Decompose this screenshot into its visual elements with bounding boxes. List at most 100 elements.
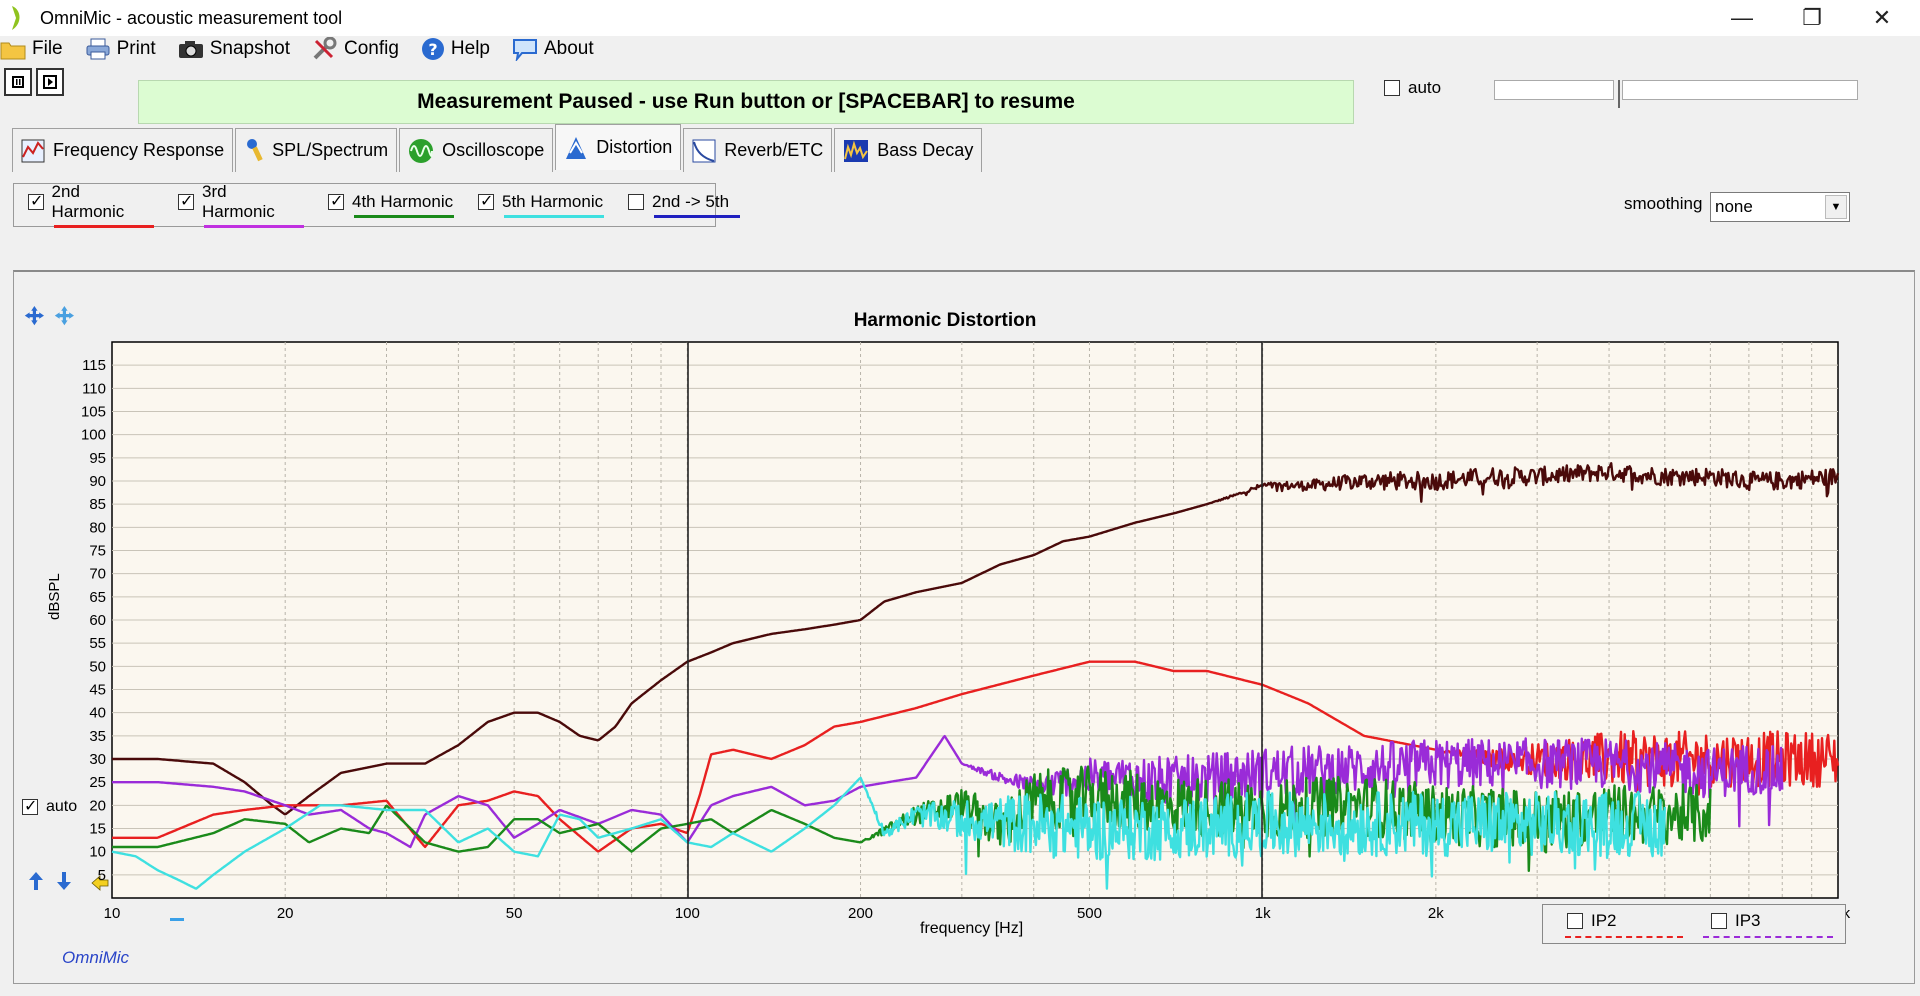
- series-line-2: [111, 734, 1784, 849]
- y-tick-label: 10: [89, 844, 106, 861]
- tab-reverb-etc-label: Reverb/ETC: [724, 140, 824, 160]
- y-tick-label: 35: [89, 728, 106, 745]
- y-axis-label: dBSPL: [46, 573, 63, 620]
- chart-title: Harmonic Distortion: [853, 310, 1037, 331]
- y-scroll-down-icon[interactable]: [57, 872, 71, 890]
- x-tick-label: 500: [1077, 905, 1102, 922]
- menu-about[interactable]: About: [512, 37, 594, 61]
- title-bar: OmniMic - acoustic measurement tool — ❐ …: [0, 0, 1920, 36]
- ip3-checkbox[interactable]: [1711, 913, 1727, 929]
- harmonic-2nd-to-5th-checkbox[interactable]: [628, 194, 644, 210]
- y-tick-label: 40: [89, 705, 106, 722]
- harmonic-2nd-to-5th[interactable]: 2nd -> 5th: [628, 192, 740, 218]
- harmonic-2nd-label: 2nd Harmonic: [51, 182, 125, 221]
- harmonic-selector: 2nd Harmonic 3rd Harmonic 4th Harmonic 5…: [13, 182, 740, 228]
- y-tick-label: 65: [89, 589, 106, 606]
- zoom-fit-icon[interactable]: [24, 306, 44, 326]
- wrench-icon: [313, 37, 337, 60]
- ip2-toggle[interactable]: IP2: [1567, 911, 1617, 931]
- ip2-checkbox[interactable]: [1567, 913, 1583, 929]
- ip3-toggle[interactable]: IP3: [1711, 911, 1761, 931]
- menu-print[interactable]: Print: [85, 37, 156, 61]
- tab-reverb-etc[interactable]: Reverb/ETC: [683, 128, 833, 172]
- smoothing-select[interactable]: none ▼: [1710, 192, 1850, 222]
- harmonic-2nd-swatch: [54, 225, 154, 228]
- tab-frequency-response-label: Frequency Response: [53, 140, 225, 160]
- harmonic-4th[interactable]: 4th Harmonic: [328, 191, 454, 218]
- y-tick-label: 30: [89, 751, 106, 768]
- auto-top-check[interactable]: [1384, 80, 1400, 96]
- pause-button[interactable]: [4, 68, 32, 96]
- y-tick-label: 105: [81, 404, 106, 421]
- tab-distortion[interactable]: Distortion: [555, 124, 682, 170]
- tab-bass-decay-label: Bass Decay: [877, 140, 974, 160]
- ip3-label: IP3: [1735, 911, 1761, 930]
- minimize-button[interactable]: —: [1731, 5, 1753, 30]
- tab-frequency-response[interactable]: Frequency Response: [12, 128, 234, 172]
- x-scroll-left-icon[interactable]: [91, 875, 109, 891]
- ip-legend: IP2 IP3: [1542, 904, 1846, 944]
- marker-indicator: [170, 918, 184, 921]
- y-tick-label: 45: [89, 682, 106, 699]
- harmonic-2nd-checkbox[interactable]: [28, 191, 44, 211]
- tab-oscilloscope[interactable]: Oscilloscope: [399, 128, 554, 172]
- chevron-down-icon[interactable]: ▼: [1825, 195, 1847, 219]
- harmonic-5th-swatch: [504, 215, 604, 218]
- harmonic-5th[interactable]: 5th Harmonic: [478, 191, 604, 218]
- y-tick-label: 50: [89, 658, 106, 675]
- restore-button[interactable]: ❐: [1802, 5, 1822, 30]
- level-slider-left[interactable]: [1494, 80, 1614, 100]
- y-tick-label: 55: [89, 635, 106, 652]
- y-tick-label: 80: [89, 519, 106, 536]
- x-tick-label: 2k: [1428, 905, 1444, 922]
- omnimic-brand: OmniMic: [62, 948, 130, 967]
- y-tick-label: 60: [89, 612, 106, 629]
- printer-icon: [86, 38, 110, 60]
- auto-top-checkbox[interactable]: auto: [1384, 78, 1441, 98]
- menu-snapshot[interactable]: Snapshot: [178, 38, 290, 60]
- frequency-response-icon: [21, 139, 45, 162]
- x-tick-label: 100: [675, 905, 700, 922]
- y-tick-label: 20: [89, 797, 106, 814]
- tab-bass-decay[interactable]: Bass Decay: [834, 128, 983, 172]
- auto-y-checkbox[interactable]: auto: [22, 796, 78, 816]
- harmonic-3rd[interactable]: 3rd Harmonic: [178, 182, 304, 228]
- tab-spl-spectrum[interactable]: SPL/Spectrum: [235, 128, 398, 172]
- oscilloscope-icon: [409, 138, 434, 163]
- harmonic-5th-checkbox[interactable]: [478, 191, 494, 211]
- ip2-swatch: [1565, 936, 1683, 938]
- smoothing-label: smoothing: [1624, 194, 1703, 213]
- y-tick-label: 95: [89, 450, 106, 467]
- tab-spl-spectrum-label: SPL/Spectrum: [272, 140, 389, 160]
- zoom-expand-icon[interactable]: [54, 306, 74, 326]
- y-scroll-up-icon[interactable]: [29, 872, 43, 890]
- menu-help[interactable]: ? Help: [421, 37, 490, 61]
- series-line-4: [111, 776, 1666, 890]
- frequency-cursors: [687, 342, 1263, 898]
- auto-y-check[interactable]: [22, 796, 38, 816]
- series-layer: [111, 462, 1840, 890]
- menu-bar: File Print Snapshot Config ? Help About: [0, 34, 616, 64]
- y-tick-label: 115: [82, 357, 106, 374]
- view-tabs: Frequency Response SPL/Spectrum Oscillos…: [12, 124, 984, 172]
- x-axis-label: frequency [Hz]: [920, 920, 1024, 937]
- menu-file-label: File: [32, 38, 63, 59]
- tab-oscilloscope-label: Oscilloscope: [442, 140, 545, 160]
- slider-thumb[interactable]: [1618, 80, 1626, 108]
- menu-config[interactable]: Config: [312, 37, 399, 61]
- run-button[interactable]: [36, 68, 64, 96]
- auto-y-label: auto: [46, 798, 78, 815]
- menu-config-label: Config: [344, 38, 399, 59]
- svg-text:?: ?: [428, 40, 437, 59]
- level-slider-right[interactable]: [1622, 80, 1858, 100]
- harmonic-3rd-label: 3rd Harmonic: [202, 182, 275, 221]
- distortion-icon: [566, 136, 587, 159]
- harmonic-3rd-checkbox[interactable]: [178, 191, 194, 211]
- harmonic-2nd[interactable]: 2nd Harmonic: [28, 182, 154, 228]
- menu-file[interactable]: File: [0, 38, 63, 60]
- harmonic-4th-checkbox[interactable]: [328, 191, 344, 211]
- folder-icon: [0, 42, 26, 60]
- close-button[interactable]: ✕: [1872, 5, 1892, 30]
- status-banner: Measurement Paused - use Run button or […: [138, 80, 1354, 124]
